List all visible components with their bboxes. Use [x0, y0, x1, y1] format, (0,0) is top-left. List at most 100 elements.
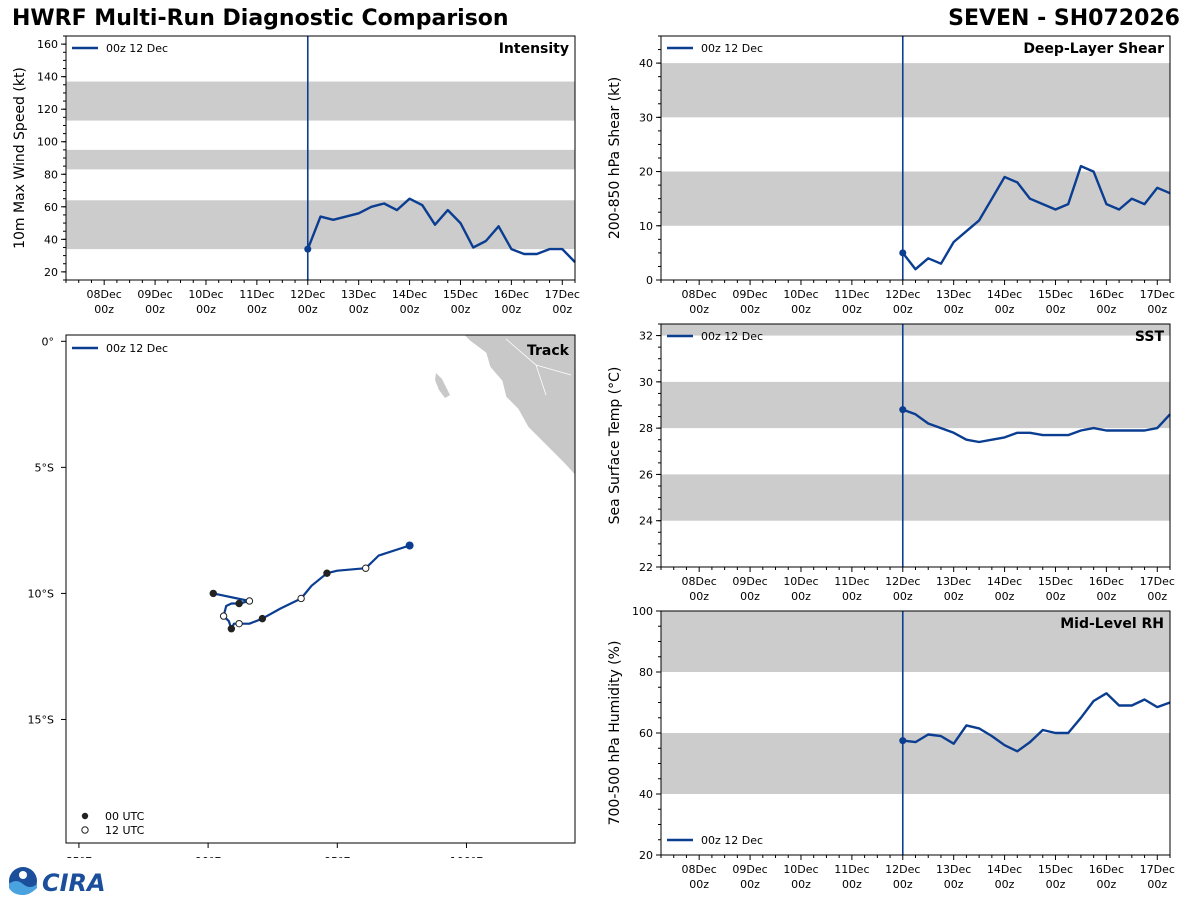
shear-x-tick-label: 11Dec — [834, 288, 869, 301]
intensity-y-tick-label: 100 — [37, 136, 58, 149]
intensity-y-axis-label: 10m Max Wind Speed (kt) — [12, 67, 28, 249]
intensity-init-point — [304, 245, 312, 253]
track-marker-12utc — [245, 597, 254, 605]
sst-x-tick-sublabel: 00z — [740, 590, 760, 603]
rh-x-tick-sublabel: 00z — [689, 878, 709, 891]
rh-x-tick-sublabel: 00z — [995, 878, 1015, 891]
coastline — [463, 335, 575, 476]
sst-x-tick-label: 12Dec — [885, 575, 920, 588]
sst-band-0 — [661, 474, 1170, 521]
sst-frame — [660, 323, 1171, 568]
shear-x-tick-label: 13Dec — [936, 288, 971, 301]
shear-chart: 08Dec 00z 09Dec 00z 10Dec 00z 11Dec 00z 12Dec 00z… — [607, 35, 1175, 316]
shear-band-1 — [661, 63, 1170, 118]
track-x-tick-label: 100°E — [450, 855, 483, 858]
intensity-x-tick-label: 15Dec — [443, 288, 478, 301]
sst-series-line — [902, 408, 1171, 444]
shear-plot: 08Dec 00z 09Dec 00z 10Dec 00z 11Dec 00z 12Dec 00z… — [607, 35, 1175, 316]
shear-y-tick-label: 0 — [646, 274, 653, 287]
track-marker-00utc — [227, 625, 236, 633]
track-x-tick-label: 85°E — [66, 855, 92, 858]
shear-y-tick-label: 40 — [639, 57, 653, 70]
intensity-x-tick-label: 12Dec — [290, 288, 325, 301]
rh-x-tick-sublabel: 00z — [740, 878, 760, 891]
rh-chart: 08Dec 00z 09Dec 00z 10Dec 00z 11Dec 00z 12Dec 00z… — [607, 605, 1175, 891]
rh-init-point — [899, 737, 907, 745]
track-marker-12utc — [235, 619, 243, 628]
intensity-band-2 — [66, 81, 575, 121]
legend-00utc-marker — [81, 812, 89, 820]
intensity-y-tick-label: 40 — [44, 233, 58, 246]
track-x-tick-label: 90°E — [195, 855, 221, 858]
rh-x-tick-label: 08Dec — [682, 863, 717, 876]
track-y-tick-label: 15°S — [28, 713, 54, 726]
track-panel-title: Track — [527, 343, 570, 359]
intensity-x-tick-label: 17Dec — [545, 288, 580, 301]
sst-x-tick-label: 10Dec — [783, 575, 818, 588]
rh-x-tick-label: 16Dec — [1089, 863, 1124, 876]
track-marker-00utc — [209, 589, 217, 598]
track-chart: 85°E 90°E 95°E 100°E 0° 5°S 10°S 15°S Track 00z 1… — [28, 334, 576, 858]
shear-y-tick-label: 30 — [639, 111, 653, 124]
shear-init-point — [899, 249, 907, 257]
rh-x-tick-sublabel: 00z — [1096, 878, 1116, 891]
intensity-band-0 — [66, 200, 575, 250]
intensity-x-tick-sublabel: 00z — [552, 303, 572, 316]
sst-y-tick-label: 28 — [639, 422, 653, 435]
shear-legend-label: 00z 12 Dec — [701, 42, 763, 55]
sst-x-tick-label: 15Dec — [1038, 575, 1073, 588]
cira-logo: CIRA — [4, 864, 114, 898]
intensity-x-tick-sublabel: 00z — [94, 303, 114, 316]
track-y-tick-label: 0° — [42, 335, 55, 348]
shear-x-tick-label: 10Dec — [783, 288, 818, 301]
track-marker-12utc — [219, 612, 228, 620]
rh-band-1 — [661, 611, 1170, 672]
rh-y-tick-label: 100 — [632, 605, 653, 618]
track-init-marker — [405, 541, 414, 550]
rh-x-tick-label: 14Dec — [987, 863, 1022, 876]
rh-x-tick-sublabel: 00z — [944, 878, 964, 891]
rh-x-tick-sublabel: 00z — [842, 878, 862, 891]
rh-x-tick-label: 13Dec — [936, 863, 971, 876]
rh-x-tick-sublabel: 00z — [1147, 878, 1167, 891]
shear-x-tick-label: 14Dec — [987, 288, 1022, 301]
sst-x-tick-sublabel: 00z — [995, 590, 1015, 603]
intensity-x-tick-label: 13Dec — [341, 288, 376, 301]
shear-x-tick-sublabel: 00z — [689, 303, 709, 316]
sst-chart: 08Dec 00z 09Dec 00z 10Dec 00z 11Dec 00z 12Dec 00z… — [607, 323, 1175, 603]
intensity-legend-label: 00z 12 Dec — [106, 42, 168, 55]
sst-plot: 08Dec 00z 09Dec 00z 10Dec 00z 11Dec 00z 12Dec 00z… — [607, 323, 1175, 603]
intensity-band-1 — [66, 149, 575, 170]
sst-x-tick-label: 11Dec — [834, 575, 869, 588]
rh-x-tick-label: 09Dec — [732, 863, 767, 876]
shear-x-tick-sublabel: 00z — [893, 303, 913, 316]
rh-x-tick-label: 15Dec — [1038, 863, 1073, 876]
legend-12utc-marker — [81, 826, 89, 834]
shear-x-tick-label: 12Dec — [885, 288, 920, 301]
shear-x-tick-label: 17Dec — [1140, 288, 1175, 301]
intensity-x-tick-sublabel: 00z — [196, 303, 216, 316]
sst-x-tick-label: 09Dec — [732, 575, 767, 588]
shear-panel-title: Deep-Layer Shear — [1023, 41, 1164, 57]
rh-y-tick-label: 40 — [639, 788, 653, 801]
storm-id-title: SEVEN - SH072026 — [948, 6, 1180, 31]
shear-band-0 — [661, 171, 1170, 226]
sst-x-tick-sublabel: 00z — [689, 590, 709, 603]
intensity-y-tick-label: 160 — [37, 38, 58, 51]
intensity-y-tick-label: 140 — [37, 71, 58, 84]
intensity-x-tick-sublabel: 00z — [247, 303, 267, 316]
intensity-plot: 08Dec 00z 09Dec 00z 10Dec 00z 11Dec 00z 12Dec 00z… — [12, 35, 580, 316]
sst-band-2 — [661, 324, 1170, 336]
shear-y-tick-label: 20 — [639, 166, 653, 179]
intensity-x-tick-sublabel: 00z — [451, 303, 471, 316]
track-marker-00utc — [258, 614, 267, 623]
intensity-y-tick-label: 80 — [44, 168, 58, 181]
sst-x-tick-sublabel: 00z — [1147, 590, 1167, 603]
sst-band-1 — [661, 381, 1170, 429]
sst-x-tick-label: 16Dec — [1089, 575, 1124, 588]
track-y-tick-label: 5°S — [35, 461, 54, 474]
track-marker-00utc — [235, 599, 243, 608]
intensity-y-tick-label: 120 — [37, 103, 58, 116]
intensity-chart: 08Dec 00z 09Dec 00z 10Dec 00z 11Dec 00z 12Dec 00z… — [12, 35, 580, 316]
sst-y-tick-label: 24 — [639, 515, 653, 528]
